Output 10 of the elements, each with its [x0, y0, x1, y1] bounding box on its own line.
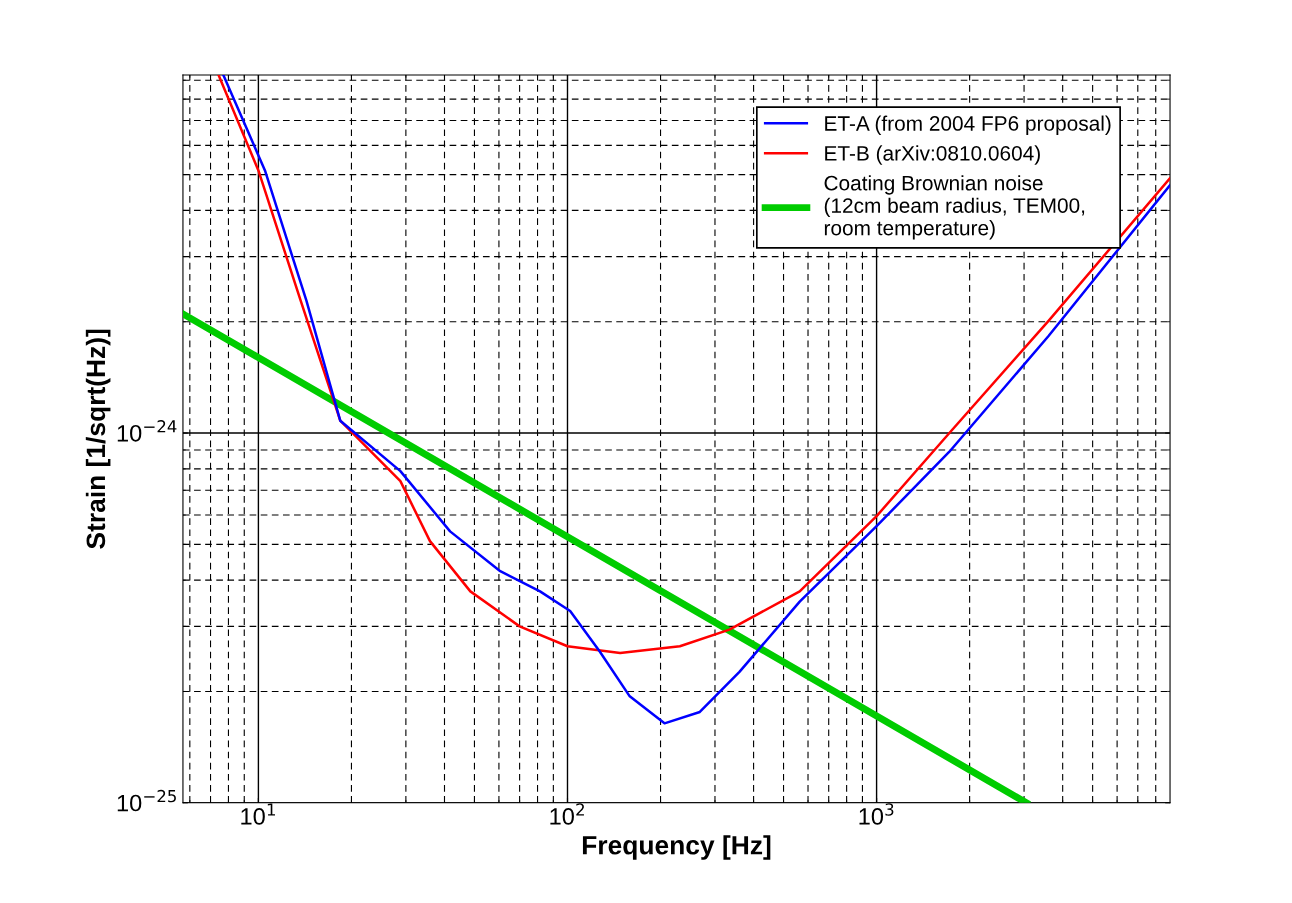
x-tick-label: 10$^{1}$: [241, 803, 275, 825]
x-tick-label: 10$^{3}$: [859, 803, 894, 825]
y-tick-label: 10$^{−24}$: [117, 420, 177, 442]
legend-label: ET-B (arXiv:0810.0604): [825, 145, 1040, 165]
legend-label: Coating Brownian noise (12cm beam radius, TEM00, room temperature): [824, 175, 1085, 240]
y-tick-label: 10$^{−25}$: [117, 789, 176, 812]
x-tick-label: 10$^{2}$: [550, 803, 584, 825]
x-axis-title: Frequency [Hz]: [582, 835, 771, 860]
y-axis-title: Strain [1/sqrt(Hz)]: [85, 329, 111, 549]
legend-label: ET-A (from 2004 FP6 proposal): [825, 115, 1111, 135]
